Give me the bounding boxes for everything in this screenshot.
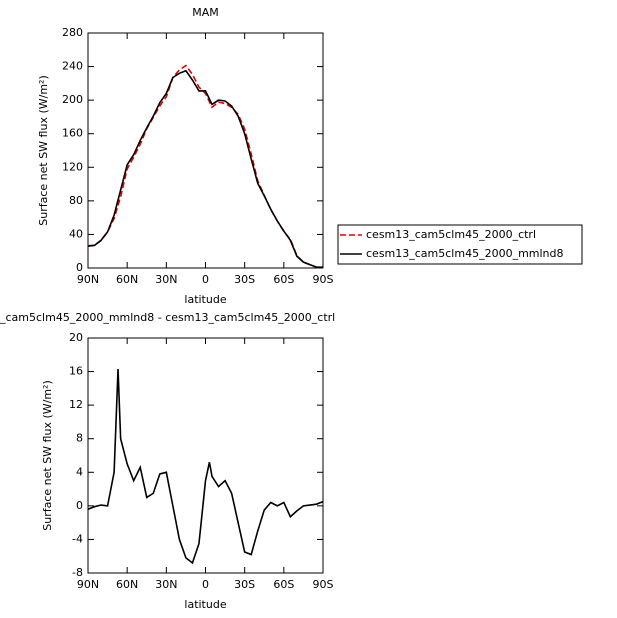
y-axis-label: Surface net SW flux (W/m²) (37, 75, 50, 226)
legend-box (337, 224, 583, 265)
x-tick-label: 0 (202, 273, 209, 286)
data-line (87, 64, 324, 269)
x-tick-label: 60N (116, 578, 138, 591)
y-tick-label: 0 (76, 261, 83, 274)
x-tick-label: 60N (116, 273, 138, 286)
x-axis-label: latitude (184, 293, 226, 306)
x-axis-label: latitude (184, 598, 226, 611)
data-line (87, 369, 324, 565)
y-tick-label: 280 (62, 26, 83, 39)
x-tick-label: 90S (313, 578, 334, 591)
y-tick-label: 240 (62, 60, 83, 73)
y-tick-label: 160 (62, 127, 83, 140)
x-tick-label: 60S (273, 273, 294, 286)
chart-title: _cam5clm45_2000_mmlnd8 - cesm13_cam5clm4… (0, 311, 335, 324)
plot-frame (87, 32, 324, 269)
plot-frame (87, 337, 324, 574)
y-tick-label: 12 (69, 398, 83, 411)
y-tick-label: 8 (76, 432, 83, 445)
y-tick-label: 40 (69, 227, 83, 240)
legend-label: cesm13_cam5clm45_2000_ctrl (366, 228, 536, 241)
x-tick-label: 0 (202, 578, 209, 591)
y-tick-label: 20 (69, 331, 83, 344)
x-tick-label: 60S (273, 578, 294, 591)
y-tick-label: 80 (69, 194, 83, 207)
y-tick-label: -8 (72, 566, 83, 579)
chart-title: MAM (192, 6, 219, 19)
x-tick-label: 90S (313, 273, 334, 286)
y-tick-label: 200 (62, 93, 83, 106)
legend-label: cesm13_cam5clm45_2000_mmlnd8 (366, 247, 564, 260)
y-tick-label: -4 (72, 532, 83, 545)
y-tick-label: 4 (76, 465, 83, 478)
y-axis-label: Surface net SW flux (W/m²) (41, 380, 54, 531)
y-tick-label: 16 (69, 365, 83, 378)
x-tick-label: 30S (234, 578, 255, 591)
x-tick-label: 30S (234, 273, 255, 286)
y-tick-label: 120 (62, 160, 83, 173)
x-tick-label: 90N (77, 273, 99, 286)
x-tick-label: 30N (155, 273, 177, 286)
x-tick-label: 90N (77, 578, 99, 591)
y-tick-label: 0 (76, 499, 83, 512)
x-tick-label: 30N (155, 578, 177, 591)
data-line (87, 69, 323, 268)
